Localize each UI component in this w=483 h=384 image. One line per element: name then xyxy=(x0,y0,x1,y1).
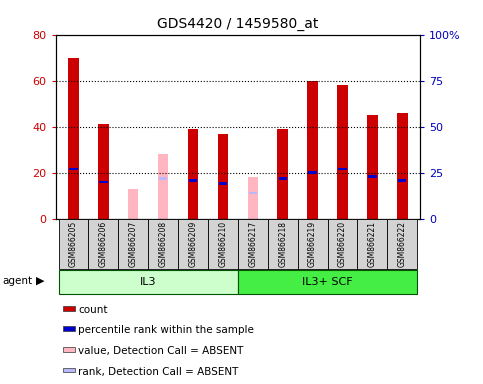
Text: IL3: IL3 xyxy=(140,277,156,287)
Bar xyxy=(309,171,317,174)
Bar xyxy=(238,219,268,269)
Bar xyxy=(159,177,167,180)
Bar xyxy=(68,58,79,219)
Bar xyxy=(398,179,407,182)
Bar xyxy=(58,270,238,295)
Bar xyxy=(327,219,357,269)
Bar xyxy=(158,154,169,219)
Text: GSM866205: GSM866205 xyxy=(69,221,78,267)
Bar xyxy=(128,189,139,219)
Text: GSM866222: GSM866222 xyxy=(398,221,407,267)
Bar xyxy=(188,129,199,219)
Text: percentile rank within the sample: percentile rank within the sample xyxy=(78,326,254,336)
Bar xyxy=(248,177,258,219)
Bar xyxy=(189,179,197,182)
Text: GSM866209: GSM866209 xyxy=(188,221,198,267)
Text: count: count xyxy=(78,305,108,315)
Bar xyxy=(69,168,78,170)
Bar xyxy=(63,367,75,372)
Bar xyxy=(99,180,108,184)
Bar xyxy=(277,129,288,219)
Bar xyxy=(307,81,318,219)
Bar xyxy=(397,113,408,219)
Bar xyxy=(219,182,227,185)
Text: GSM866220: GSM866220 xyxy=(338,221,347,267)
Bar xyxy=(367,115,378,219)
Bar xyxy=(98,124,109,219)
Bar xyxy=(159,177,167,180)
Bar xyxy=(118,219,148,269)
Bar xyxy=(88,219,118,269)
Bar xyxy=(238,270,417,295)
Title: GDS4420 / 1459580_at: GDS4420 / 1459580_at xyxy=(157,17,319,31)
Bar xyxy=(268,219,298,269)
Bar xyxy=(218,134,228,219)
Bar xyxy=(178,219,208,269)
Text: GSM866219: GSM866219 xyxy=(308,221,317,267)
Bar xyxy=(337,85,348,219)
Text: GSM866218: GSM866218 xyxy=(278,221,287,267)
Text: GSM866207: GSM866207 xyxy=(129,221,138,267)
Bar xyxy=(63,347,75,352)
Bar xyxy=(208,219,238,269)
Bar xyxy=(368,175,377,178)
Text: value, Detection Call = ABSENT: value, Detection Call = ABSENT xyxy=(78,346,243,356)
Text: GSM866208: GSM866208 xyxy=(158,221,168,267)
Text: rank, Detection Call = ABSENT: rank, Detection Call = ABSENT xyxy=(78,367,239,377)
Bar xyxy=(63,306,75,311)
Bar xyxy=(338,168,347,170)
Text: agent: agent xyxy=(2,276,32,286)
Text: ▶: ▶ xyxy=(36,276,45,286)
Text: GSM866221: GSM866221 xyxy=(368,221,377,267)
Text: GSM866206: GSM866206 xyxy=(99,221,108,267)
Bar xyxy=(249,192,257,194)
Bar xyxy=(357,219,387,269)
Bar xyxy=(58,219,88,269)
Bar xyxy=(279,177,287,180)
Text: IL3+ SCF: IL3+ SCF xyxy=(302,277,353,287)
Bar xyxy=(387,219,417,269)
Bar xyxy=(148,219,178,269)
Text: GSM866210: GSM866210 xyxy=(218,221,227,267)
Bar xyxy=(298,219,327,269)
Bar xyxy=(63,326,75,331)
Text: GSM866217: GSM866217 xyxy=(248,221,257,267)
